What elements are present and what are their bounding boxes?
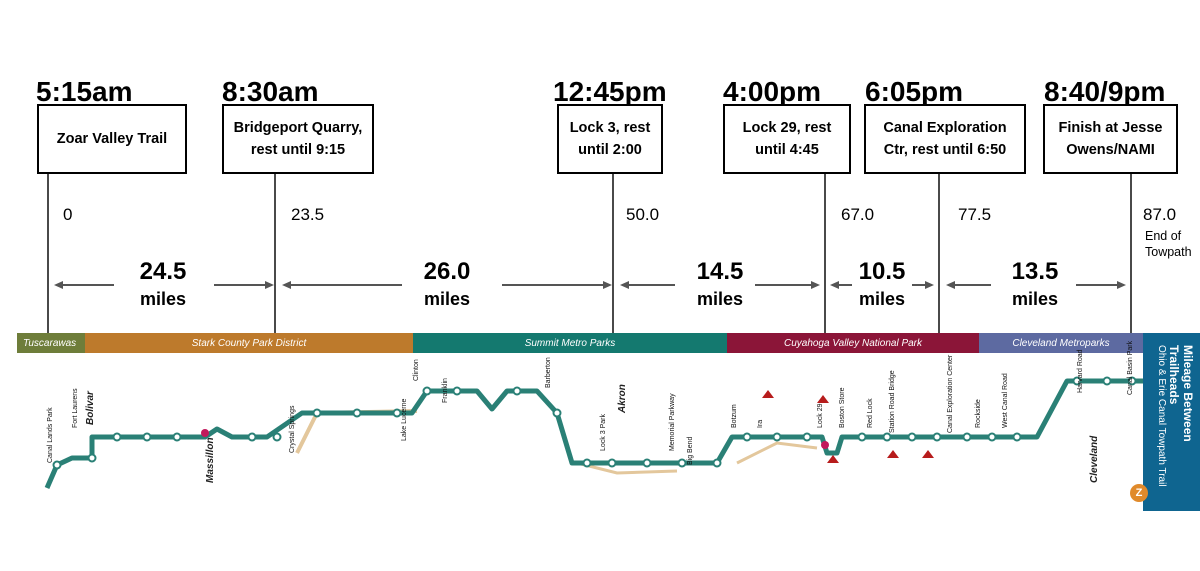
mile-marker-2: 23.5 bbox=[291, 205, 325, 224]
segment-distance-5: 13.5 bbox=[1011, 258, 1059, 285]
map-subtitle: Ohio & Erie Canal Towpath Trail bbox=[1156, 345, 1167, 487]
station-label: Canal Exploration Center bbox=[947, 354, 954, 433]
towpath-route bbox=[44, 376, 1143, 489]
connector-line-5 bbox=[938, 174, 940, 399]
connector-line-3 bbox=[612, 174, 614, 464]
logo-icon: Z bbox=[1130, 484, 1148, 502]
checkpoint-box-4: Lock 29, rest until 4:45 bbox=[723, 104, 851, 174]
mile-marker-3: 50.0 bbox=[626, 205, 660, 224]
end-of-towpath-note: End of Towpath bbox=[1145, 229, 1192, 259]
station-label: Red Lock bbox=[867, 398, 874, 428]
city-label-cleveland: Cleveland bbox=[1089, 435, 1100, 483]
segment-arrow-1 bbox=[54, 281, 274, 289]
station-label: Rockside bbox=[975, 399, 982, 428]
checkpoint-time-3: 12:45pm bbox=[553, 76, 667, 107]
station-label: Canal Basin Park bbox=[1127, 340, 1134, 395]
station-label: Big Bend bbox=[687, 436, 694, 465]
map-sidebar-title: Mileage Between Trailheads Ohio & Erie C… bbox=[1155, 345, 1195, 495]
segment-distance-3: 14.5 bbox=[696, 258, 744, 285]
station-label: Botzum bbox=[731, 404, 738, 428]
city-label-massillon: Massillon bbox=[205, 437, 216, 483]
segment-unit-4: miles bbox=[858, 289, 906, 309]
station-label: Lock 29 bbox=[817, 403, 824, 428]
checkpoint-time-6: 8:40/9pm bbox=[1044, 76, 1166, 107]
checkpoint-time-1: 5:15am bbox=[36, 76, 133, 107]
towpath-map: Tuscarawas Stark County Park District Su… bbox=[17, 333, 1200, 511]
station-label: Harvard Road bbox=[1077, 349, 1084, 393]
district-band-stark: Stark County Park District bbox=[85, 333, 413, 353]
station-label: Lake Lucerne bbox=[401, 398, 408, 441]
station-label: Crystal Springs bbox=[289, 405, 296, 453]
mile-marker-6: 87.0 bbox=[1143, 205, 1177, 224]
connector-line-6 bbox=[1130, 174, 1132, 379]
station-label: Ira bbox=[757, 419, 764, 428]
segment-arrow-3 bbox=[620, 281, 820, 289]
connector-line-1 bbox=[47, 174, 49, 486]
city-label-akron: Akron bbox=[617, 384, 628, 413]
station-label: Barberton bbox=[545, 357, 552, 388]
segment-unit-3: miles bbox=[696, 289, 744, 309]
checkpoint-box-1: Zoar Valley Trail bbox=[37, 104, 187, 174]
mile-marker-5: 77.5 bbox=[958, 205, 992, 224]
station-label: Memorial Parkway bbox=[669, 393, 676, 451]
station-label: Fort Laurens bbox=[72, 388, 79, 428]
segment-distance-1: 24.5 bbox=[139, 258, 187, 285]
checkpoint-box-6: Finish at Jesse Owens/NAMI bbox=[1043, 104, 1178, 174]
station-label: West Canal Road bbox=[1002, 373, 1009, 428]
district-band-cuyahoga: Cuyahoga Valley National Park bbox=[727, 333, 979, 353]
station-label: Canal Lands Park bbox=[47, 407, 54, 463]
segment-unit-5: miles bbox=[1011, 289, 1059, 309]
map-sidebar bbox=[1143, 333, 1200, 511]
segment-distance-4: 10.5 bbox=[858, 258, 906, 285]
district-band-cleveland: Cleveland Metroparks bbox=[979, 333, 1143, 353]
station-label: Station Road Bridge bbox=[889, 370, 896, 433]
segment-arrow-5 bbox=[946, 281, 1126, 289]
checkpoint-box-5: Canal Exploration Ctr, rest until 6:50 bbox=[864, 104, 1026, 174]
checkpoint-box-2: Bridgeport Quarry, rest until 9:15 bbox=[222, 104, 374, 174]
city-label-bolivar: Bolivar bbox=[85, 391, 96, 425]
checkpoint-time-5: 6:05pm bbox=[865, 76, 964, 107]
district-band-summit: Summit Metro Parks bbox=[413, 333, 727, 353]
mile-marker-4: 67.0 bbox=[841, 205, 875, 224]
district-band-tuscarawas: Tuscarawas bbox=[17, 333, 85, 353]
segment-distance-2: 26.0 bbox=[423, 258, 471, 285]
checkpoint-box-3: Lock 3, rest until 2:00 bbox=[557, 104, 663, 174]
segment-unit-1: miles bbox=[139, 289, 187, 309]
segment-arrow-2 bbox=[282, 281, 612, 289]
station-label: Boston Store bbox=[839, 387, 846, 428]
checkpoint-time-4: 4:00pm bbox=[723, 76, 822, 107]
station-label: Lock 3 Park bbox=[600, 414, 607, 451]
station-label: Clinton bbox=[413, 359, 420, 381]
station-label: Franklin bbox=[442, 378, 449, 403]
segment-arrow-4 bbox=[830, 281, 934, 289]
connector-line-4 bbox=[824, 174, 826, 454]
connector-line-2 bbox=[274, 174, 276, 399]
checkpoint-time-2: 8:30am bbox=[222, 76, 319, 107]
map-title: Mileage Between Trailheads bbox=[1167, 345, 1195, 442]
segment-unit-2: miles bbox=[423, 289, 471, 309]
mile-marker-1: 0 bbox=[63, 205, 73, 224]
